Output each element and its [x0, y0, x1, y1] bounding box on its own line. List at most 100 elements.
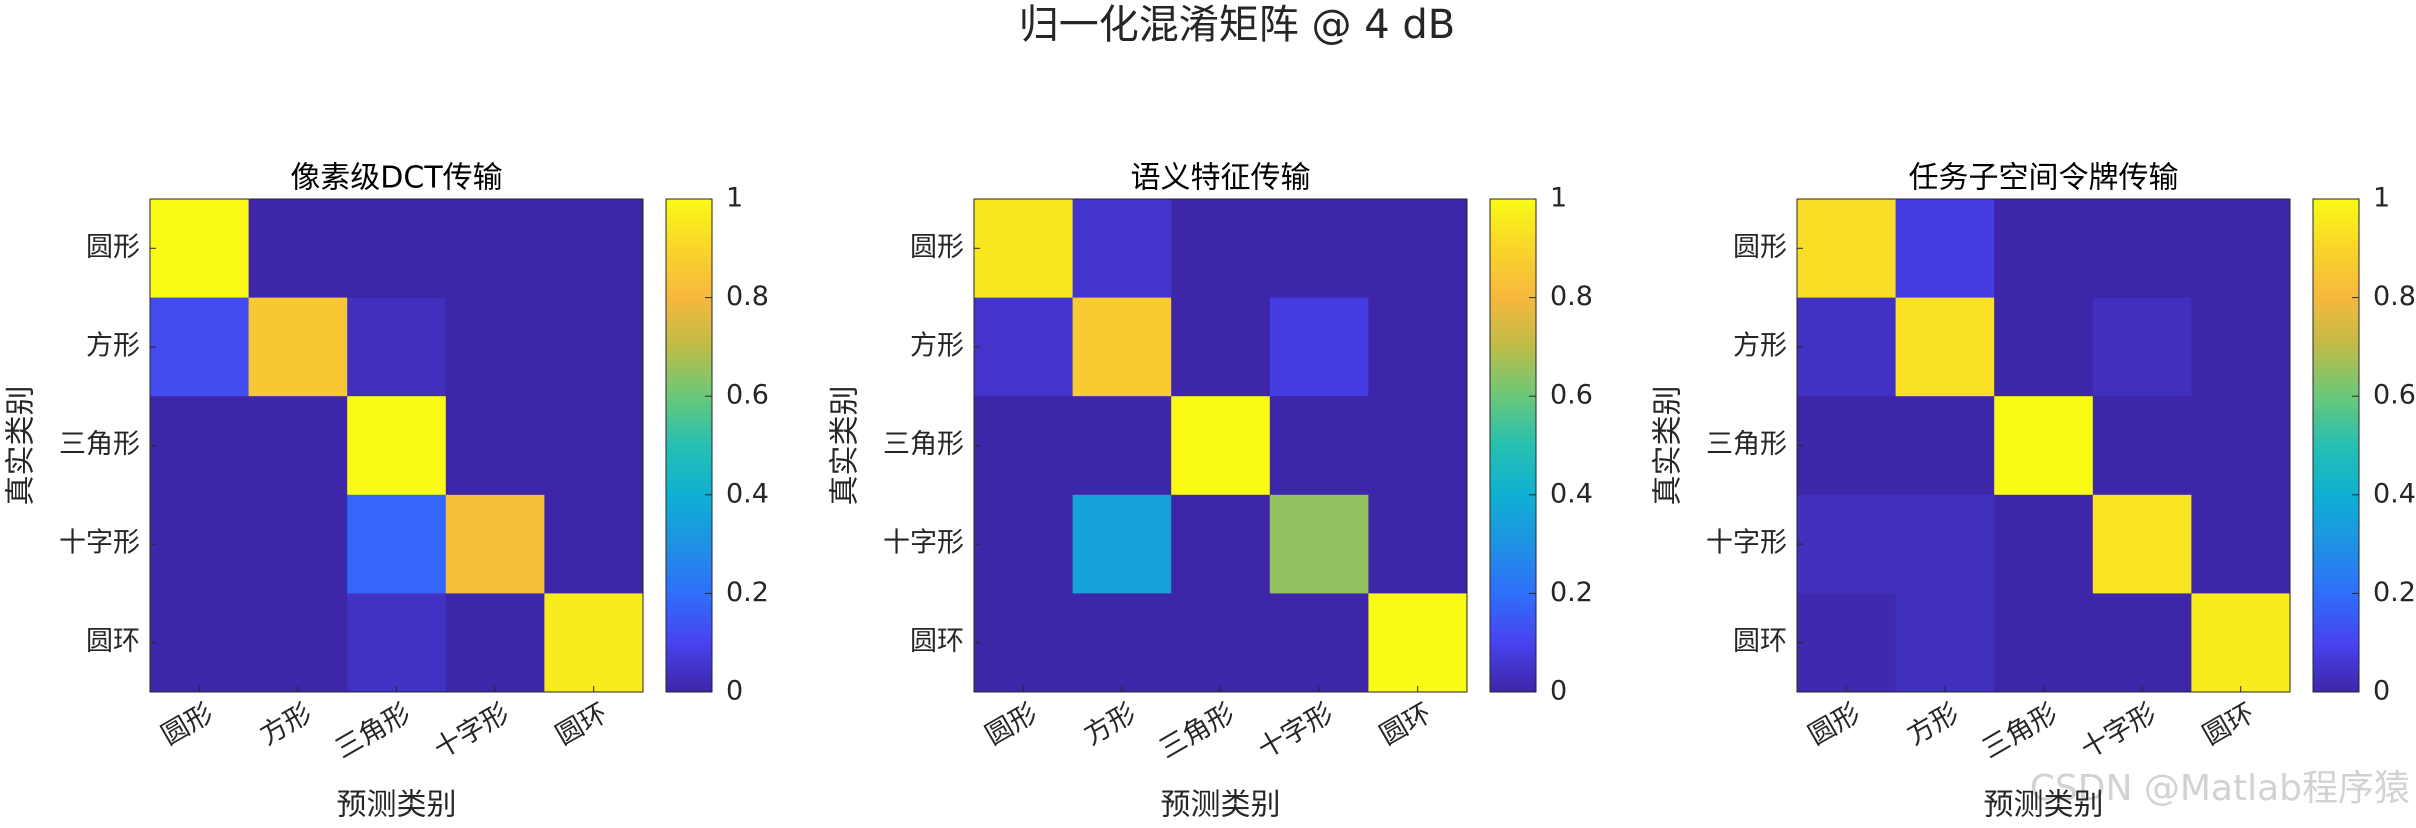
heatmap-cell	[150, 199, 250, 299]
heatmap-cell	[2092, 593, 2192, 693]
x-tick-label: 圆环	[1375, 698, 1437, 752]
y-tick-label: 圆环	[910, 626, 964, 657]
y-tick-label: 三角形	[1706, 429, 1787, 460]
x-tick-label: 十字形	[2076, 698, 2162, 765]
colorbar-tick-label: 0.4	[2373, 478, 2416, 509]
heatmap-cell	[1797, 396, 1897, 496]
heatmap-cell	[544, 199, 644, 299]
heatmap-cell	[347, 199, 447, 299]
heatmap-cell	[1895, 199, 1995, 299]
heatmap-cell	[544, 396, 644, 496]
colorbar	[1489, 198, 1537, 693]
heatmap-cell	[248, 593, 348, 693]
heatmap-cell	[347, 494, 447, 594]
heatmap-cell	[544, 494, 644, 594]
y-tick-label: 圆形	[910, 232, 964, 263]
heatmap-cell	[1072, 593, 1172, 693]
x-tick-label: 圆环	[2198, 698, 2260, 752]
colorbar	[2312, 198, 2360, 693]
heatmap-cell	[1269, 396, 1369, 496]
heatmap-cell	[1797, 593, 1897, 693]
x-axis-label: 预测类别	[337, 788, 457, 823]
x-axis-label: 预测类别	[1984, 788, 2104, 823]
heatmap-cell	[1072, 199, 1172, 299]
heatmap-cell	[974, 593, 1074, 693]
heatmap-cell	[1895, 396, 1995, 496]
heatmap-cell	[445, 297, 545, 397]
y-tick-label: 圆形	[1733, 232, 1787, 263]
y-tick-label: 方形	[1733, 330, 1787, 361]
heatmap-cell	[2092, 199, 2192, 299]
y-axis-label: 真实类别	[1651, 386, 1686, 506]
heatmap-cell	[544, 297, 644, 397]
heatmap-cell	[1072, 396, 1172, 496]
heatmap-cell	[1797, 199, 1897, 299]
heatmap-cell	[445, 494, 545, 594]
colorbar-tick-label: 1	[726, 183, 743, 214]
figure-title: 归一化混淆矩阵 @ 4 dB	[1019, 2, 1455, 48]
x-tick-label: 圆形	[980, 698, 1042, 752]
y-axis-label: 真实类别	[828, 386, 863, 506]
y-tick-label: 圆环	[1733, 626, 1787, 657]
heatmap-cell	[150, 593, 250, 693]
colorbar-tick-label: 0.6	[1550, 380, 1593, 411]
colorbar-tick-label: 0.4	[726, 478, 769, 509]
heatmap-cell	[2092, 396, 2192, 496]
colorbar-tick-label: 0.8	[726, 281, 769, 312]
y-tick-label: 圆环	[86, 626, 140, 657]
subplot-title: 任务子空间令牌传输	[1909, 161, 2179, 196]
heatmap-cell	[1171, 396, 1271, 496]
heatmap-cell	[1269, 494, 1369, 594]
heatmap-cell	[1368, 494, 1468, 594]
heatmap-cell	[1797, 297, 1897, 397]
x-tick-label: 三角形	[330, 698, 416, 765]
colorbar-tick-label: 0	[2373, 676, 2390, 707]
heatmap-cell	[445, 199, 545, 299]
x-tick-label: 十字形	[1253, 698, 1339, 765]
heatmap-cell	[974, 494, 1074, 594]
heatmap-cell	[248, 199, 348, 299]
heatmap-cell	[1171, 199, 1271, 299]
heatmap-cell	[1994, 199, 2094, 299]
colorbar-tick-label: 1	[1550, 183, 1567, 214]
x-tick-label: 十字形	[429, 698, 515, 765]
x-tick-label: 圆形	[1803, 698, 1865, 752]
heatmap-cell	[1895, 593, 1995, 693]
heatmap-cell	[1171, 494, 1271, 594]
heatmap-cell	[2191, 593, 2291, 693]
heatmap-cell	[1994, 297, 2094, 397]
colorbar-tick-label: 0.6	[726, 380, 769, 411]
heatmap-cell	[1895, 494, 1995, 594]
x-tick-label: 三角形	[1154, 698, 1240, 765]
heatmap-cell	[1269, 199, 1369, 299]
heatmap-cell	[2191, 199, 2291, 299]
x-tick-label: 圆形	[156, 698, 218, 752]
colorbar-tick-label: 0.4	[1550, 478, 1593, 509]
x-tick-label: 圆环	[551, 698, 613, 752]
x-tick-label: 方形	[1079, 698, 1141, 752]
colorbar-tick-label: 1	[2373, 183, 2390, 214]
y-tick-label: 三角形	[59, 429, 140, 460]
heatmap-cell	[974, 396, 1074, 496]
colorbar-tick-label: 0.8	[1550, 281, 1593, 312]
heatmap-cell	[1072, 494, 1172, 594]
heatmap-cell	[248, 297, 348, 397]
colorbar-tick-label: 0.2	[726, 577, 769, 608]
colorbar-tick-label: 0.2	[1550, 577, 1593, 608]
heatmap-cell	[2092, 297, 2192, 397]
subplot-title: 像素级DCT传输	[290, 161, 502, 196]
heatmap-cell	[248, 396, 348, 496]
heatmap-cell	[1269, 297, 1369, 397]
y-tick-label: 十字形	[1706, 528, 1787, 559]
heatmap-cell	[347, 297, 447, 397]
y-tick-label: 方形	[86, 330, 140, 361]
heatmap-cell	[1797, 494, 1897, 594]
heatmap-cell	[2191, 494, 2291, 594]
colorbar-tick-label: 0	[726, 676, 743, 707]
heatmap-cell	[1269, 593, 1369, 693]
colorbar-tick-label: 0.8	[2373, 281, 2416, 312]
heatmap-cell	[2092, 494, 2192, 594]
y-tick-label: 方形	[910, 330, 964, 361]
heatmap-cell	[1171, 593, 1271, 693]
